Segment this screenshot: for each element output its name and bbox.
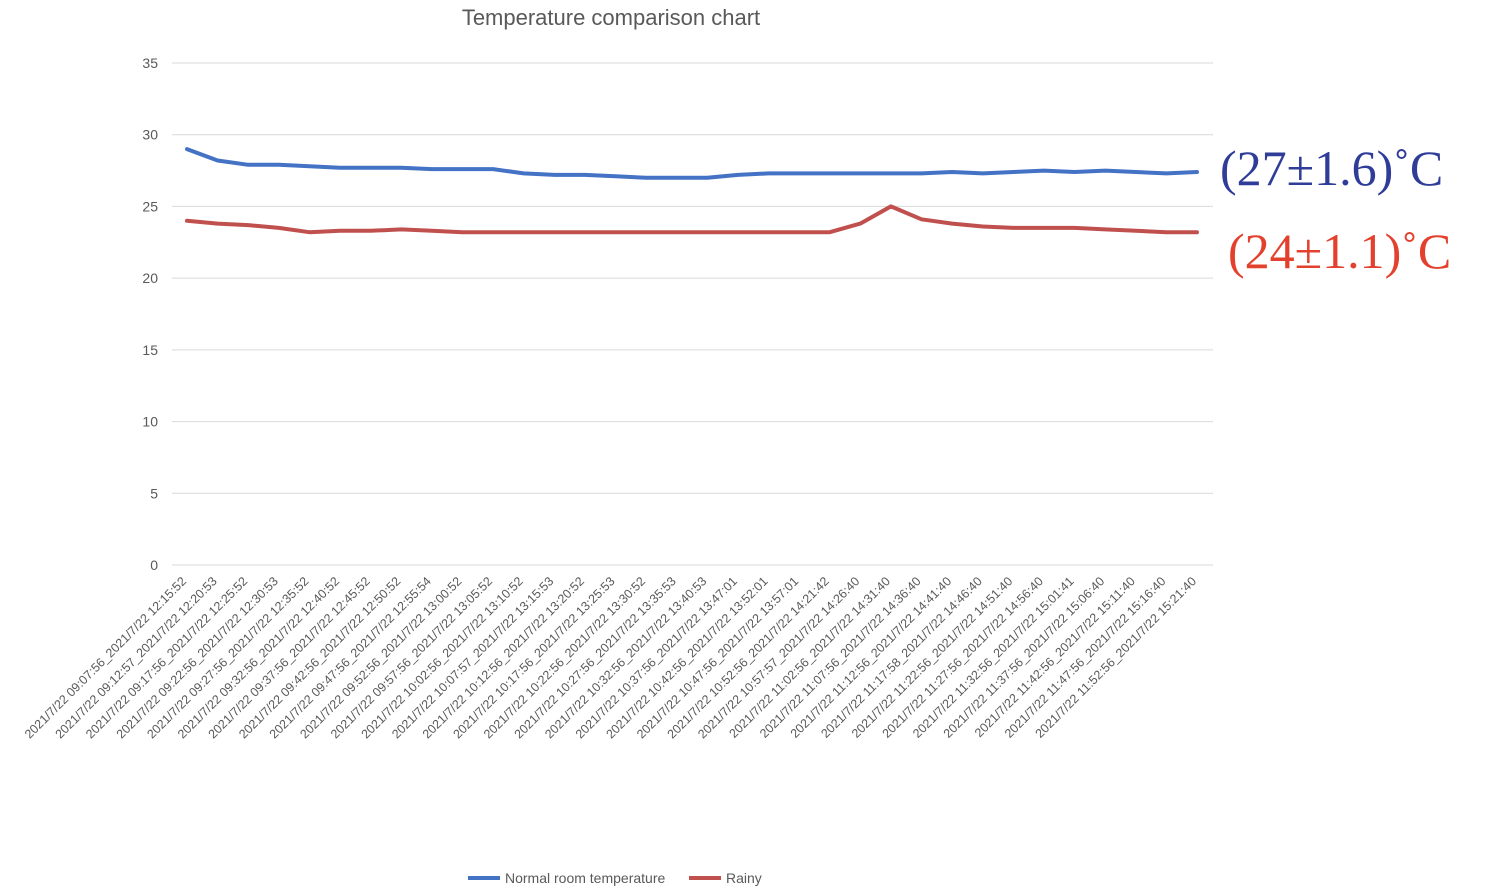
series-line-normal: [185, 147, 1199, 180]
annotation-rainy-range: (24±1.1)˚C: [1228, 223, 1451, 279]
annotation-normal-range: (27±1.6)˚C: [1220, 140, 1443, 196]
y-tick-label: 5: [150, 485, 158, 501]
y-tick-label: 25: [142, 198, 158, 214]
x-axis-tick-labels: 2021/7/22 09:07:56_2021/7/22 12:15:52202…: [22, 574, 1199, 741]
y-tick-label: 20: [142, 270, 158, 286]
chart-title: Temperature comparison chart: [462, 5, 760, 30]
y-tick-label: 30: [142, 127, 158, 143]
y-tick-label: 10: [142, 414, 158, 430]
y-tick-label: 15: [142, 342, 158, 358]
legend-label-normal: Normal room temperature: [505, 870, 665, 886]
y-tick-label: 35: [142, 55, 158, 71]
series-lines: [185, 147, 1199, 235]
legend: Normal room temperature Rainy: [468, 870, 762, 886]
gridlines: [172, 62, 1213, 566]
y-tick-label: 0: [150, 557, 158, 573]
legend-label-rainy: Rainy: [726, 870, 762, 886]
series-line-rainy: [185, 204, 1199, 235]
y-axis-tick-labels: 0 5 10 15 20 25 30 35: [142, 55, 158, 573]
